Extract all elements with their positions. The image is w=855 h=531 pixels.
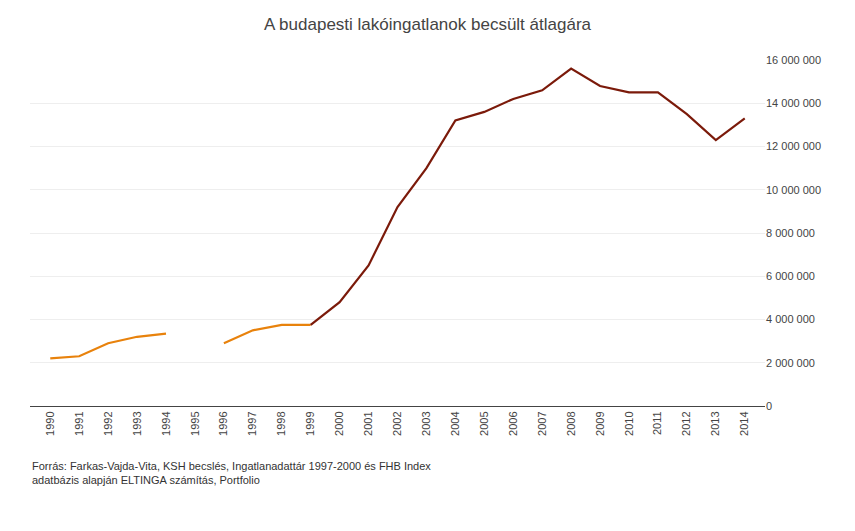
svg-text:2013: 2013 bbox=[709, 411, 721, 435]
svg-text:2010: 2010 bbox=[623, 411, 635, 435]
svg-text:2 000 000: 2 000 000 bbox=[766, 357, 815, 369]
svg-text:10 000 000: 10 000 000 bbox=[766, 184, 821, 196]
svg-text:2001: 2001 bbox=[362, 411, 374, 435]
svg-text:2000: 2000 bbox=[333, 411, 345, 435]
svg-text:16 000 000: 16 000 000 bbox=[766, 54, 821, 66]
svg-text:6 000 000: 6 000 000 bbox=[766, 270, 815, 282]
svg-text:2003: 2003 bbox=[420, 411, 432, 435]
svg-text:1990: 1990 bbox=[44, 411, 56, 435]
svg-text:2011: 2011 bbox=[652, 411, 664, 435]
svg-text:1997: 1997 bbox=[246, 411, 258, 435]
svg-text:1992: 1992 bbox=[102, 411, 114, 435]
svg-text:1994: 1994 bbox=[160, 411, 172, 435]
svg-text:2002: 2002 bbox=[391, 411, 403, 435]
svg-text:12 000 000: 12 000 000 bbox=[766, 140, 821, 152]
svg-text:2014: 2014 bbox=[738, 411, 750, 435]
svg-text:2008: 2008 bbox=[565, 411, 577, 435]
svg-text:8 000 000: 8 000 000 bbox=[766, 227, 815, 239]
svg-text:A budapesti lakóingatlanok bec: A budapesti lakóingatlanok becsült átlag… bbox=[264, 15, 592, 34]
svg-text:Forrás: Farkas-Vajda-Vita, KSH: Forrás: Farkas-Vajda-Vita, KSH becslés, … bbox=[32, 460, 431, 486]
svg-text:4 000 000: 4 000 000 bbox=[766, 313, 815, 325]
svg-text:2012: 2012 bbox=[680, 411, 692, 435]
svg-text:1993: 1993 bbox=[131, 411, 143, 435]
svg-text:1995: 1995 bbox=[189, 411, 201, 435]
svg-text:2009: 2009 bbox=[594, 411, 606, 435]
svg-text:1991: 1991 bbox=[73, 411, 85, 435]
svg-text:0: 0 bbox=[766, 400, 772, 412]
svg-text:14 000 000: 14 000 000 bbox=[766, 97, 821, 109]
svg-text:2006: 2006 bbox=[507, 411, 519, 435]
svg-text:1999: 1999 bbox=[304, 411, 316, 435]
svg-text:1998: 1998 bbox=[275, 411, 287, 435]
svg-text:2005: 2005 bbox=[478, 411, 490, 435]
svg-text:2007: 2007 bbox=[536, 411, 548, 435]
svg-text:2004: 2004 bbox=[449, 411, 461, 435]
svg-text:1996: 1996 bbox=[217, 411, 229, 435]
